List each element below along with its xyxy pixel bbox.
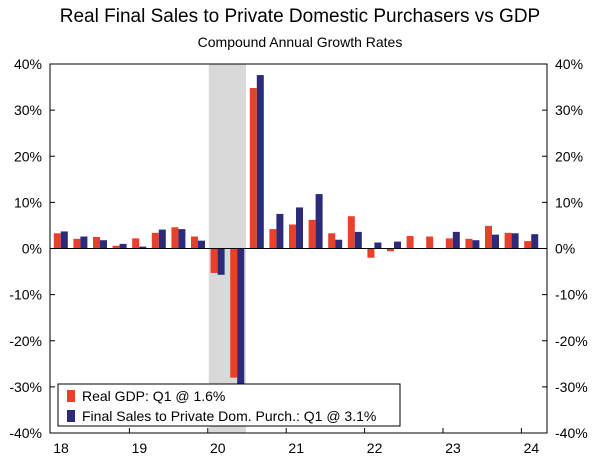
bars-layer: [53, 75, 539, 385]
bar-final-sales-2020Q3: [256, 75, 264, 249]
bar-final-sales-2018Q3: [100, 240, 107, 249]
bar-gdp-2023Q2: [465, 238, 473, 249]
bar-gdp-2022Q2: [387, 248, 394, 252]
y-tick-label-right: 30%: [555, 102, 583, 118]
y-tick-label-left: 10%: [14, 194, 42, 210]
bar-final-sales-2021Q4: [354, 231, 362, 249]
bar-gdp-2023Q4: [504, 232, 512, 249]
bar-gdp-2019Q4: [191, 236, 198, 249]
bar-final-sales-2022Q1: [374, 242, 382, 249]
bar-final-sales-2021Q2: [315, 194, 323, 249]
bar-gdp-2023Q3: [485, 225, 492, 249]
bar-final-sales-2022Q2: [394, 241, 401, 249]
y-tick-label-right: -40%: [555, 425, 588, 441]
y-tick-label-left: 20%: [14, 148, 42, 164]
y-tick-label-left: 40%: [14, 56, 42, 72]
y-tick-label-left: 0%: [22, 241, 42, 257]
chart-title: Real Final Sales to Private Domestic Pur…: [59, 6, 541, 27]
bar-gdp-2019Q2: [151, 232, 159, 249]
y-tick-label-right: 10%: [555, 194, 583, 210]
y-tick-label-left: 30%: [14, 102, 42, 118]
bar-gdp-2020Q1: [210, 248, 218, 273]
y-tick-label-right: 0%: [555, 241, 575, 257]
legend: Real GDP: Q1 @ 1.6% Final Sales to Privat…: [57, 383, 401, 427]
y-tick-label-left: -30%: [9, 379, 42, 395]
y-tick-label-left: -10%: [9, 287, 42, 303]
x-tick-label: 20: [210, 440, 226, 456]
bar-gdp-2022Q3: [406, 236, 414, 249]
y-tick-label-right: 20%: [555, 148, 583, 164]
bar-final-sales-2020Q2: [237, 248, 245, 385]
bar-final-sales-2023Q1: [452, 231, 460, 249]
bar-gdp-2021Q2: [308, 219, 316, 249]
bar-gdp-2022Q1: [367, 248, 375, 258]
bar-final-sales-2019Q3: [178, 229, 186, 249]
bar-final-sales-2019Q4: [198, 240, 205, 249]
bar-final-sales-2023Q3: [492, 234, 499, 249]
bar-gdp-2018Q2: [73, 238, 81, 249]
x-tick-label: 18: [53, 440, 69, 456]
bar-final-sales-2021Q3: [335, 239, 343, 249]
bar-gdp-2023Q1: [445, 238, 453, 249]
x-tick-label: 22: [367, 440, 383, 456]
bar-gdp-2020Q2: [230, 248, 238, 378]
bar-final-sales-2018Q4: [119, 243, 127, 249]
bar-final-sales-2020Q4: [276, 213, 284, 249]
bar-final-sales-2018Q1: [60, 231, 68, 249]
legend-box: [57, 383, 401, 427]
legend-swatch: [67, 390, 75, 402]
bar-gdp-2021Q3: [328, 233, 336, 249]
bar-final-sales-2021Q1: [296, 207, 303, 249]
legend-swatch: [67, 410, 75, 422]
y-tick-label-left: -40%: [9, 425, 42, 441]
y-tick-label-right: -30%: [555, 379, 588, 395]
chart-subtitle: Compound Annual Growth Rates: [197, 34, 403, 50]
bar-gdp-2018Q1: [53, 233, 61, 249]
y-tick-label-right: 40%: [555, 56, 583, 72]
bar-gdp-2021Q1: [289, 224, 296, 249]
bar-gdp-2018Q3: [93, 236, 100, 249]
bar-gdp-2020Q4: [269, 229, 277, 249]
bar-gdp-2018Q4: [112, 245, 120, 249]
bar-gdp-2020Q3: [249, 87, 257, 249]
bar-gdp-2019Q3: [171, 227, 179, 249]
x-tick-label: 19: [132, 440, 148, 456]
bar-final-sales-2019Q1: [139, 246, 147, 249]
bar-gdp-2022Q4: [426, 236, 434, 249]
bar-gdp-2024Q1: [524, 241, 532, 249]
bar-final-sales-2020Q1: [217, 248, 225, 275]
y-tick-label-left: -20%: [9, 333, 42, 349]
bar-final-sales-2024Q1: [531, 234, 539, 249]
bar-final-sales-2019Q2: [158, 229, 166, 249]
bar-final-sales-2023Q4: [511, 233, 519, 249]
axes-layer: 40% 40% 30% 30% 20% 20% 10% 10% 0% 0% -10% -10% -20%…: [9, 56, 587, 456]
x-tick-label: 24: [524, 440, 540, 456]
legend-label: Real GDP: Q1 @ 1.6%: [82, 388, 225, 404]
x-tick-label: 23: [445, 440, 461, 456]
bar-gdp-2019Q1: [132, 238, 140, 249]
bar-gdp-2021Q4: [347, 216, 355, 249]
bar-final-sales-2018Q2: [80, 236, 88, 249]
y-tick-label-right: -20%: [555, 333, 588, 349]
y-tick-label-right: -10%: [555, 287, 588, 303]
legend-label: Final Sales to Private Dom. Purch.: Q1 @…: [82, 408, 376, 424]
bar-final-sales-2023Q2: [472, 240, 480, 249]
x-tick-label: 21: [288, 440, 304, 456]
